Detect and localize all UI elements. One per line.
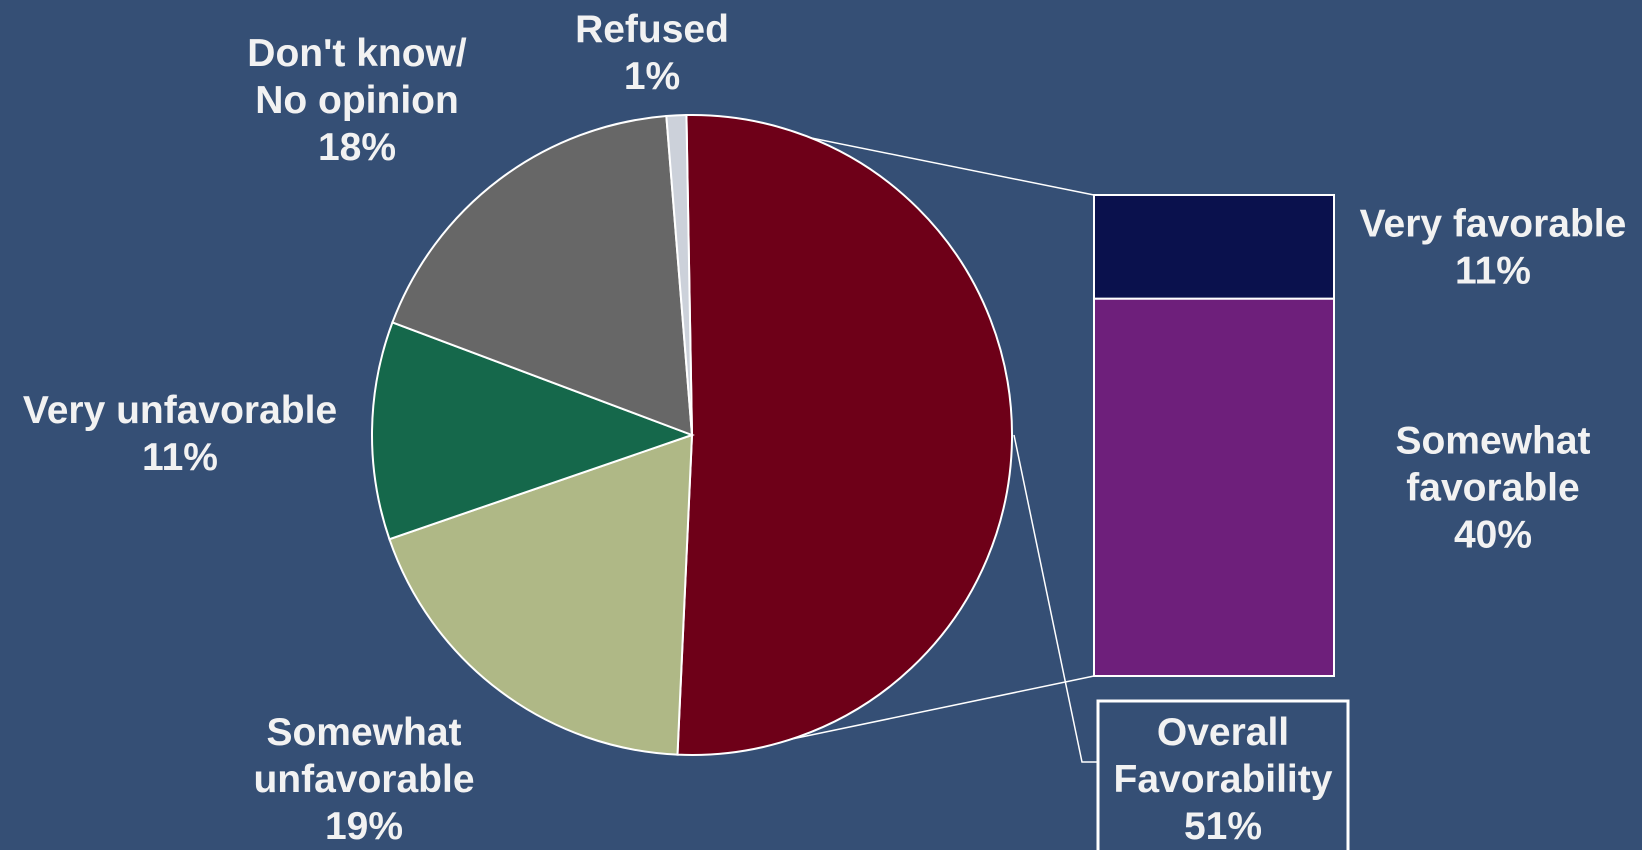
leader-line-overall <box>1013 434 1098 763</box>
label-very-favorable: Very favorable 11% <box>1360 202 1627 292</box>
data-labels: Somewhat unfavorable 19% Very unfavorable 11… <box>23 8 1626 850</box>
bar-segment-somewhat-favorable <box>1093 297 1335 677</box>
label-very-unfavorable: Very unfavorable 11% <box>23 389 337 479</box>
overall-favorability-box <box>1096 699 1350 850</box>
label-somewhat-unfavorable: Somewhat unfavorable 19% <box>253 711 474 848</box>
pie-slice-dont-know <box>391 114 694 437</box>
label-refused: Refused 1% <box>575 8 729 98</box>
label-somewhat-favorable: Somewhat favorable 40% <box>1395 419 1590 556</box>
bar-segment-very-favorable <box>1093 194 1335 300</box>
pie-slice-very-unfavorable <box>371 321 695 541</box>
breakdown-bar <box>1093 194 1335 677</box>
pie <box>371 114 1014 757</box>
pie-slice-favorable <box>676 114 1014 757</box>
pie-slice-refused <box>665 114 693 436</box>
label-dont-know: Don't know/No opinion 18% <box>247 32 467 169</box>
pie-slice-somewhat-unfavorable <box>388 433 694 756</box>
label-overall-favorability: Overall Favorability 51% <box>1114 711 1333 848</box>
